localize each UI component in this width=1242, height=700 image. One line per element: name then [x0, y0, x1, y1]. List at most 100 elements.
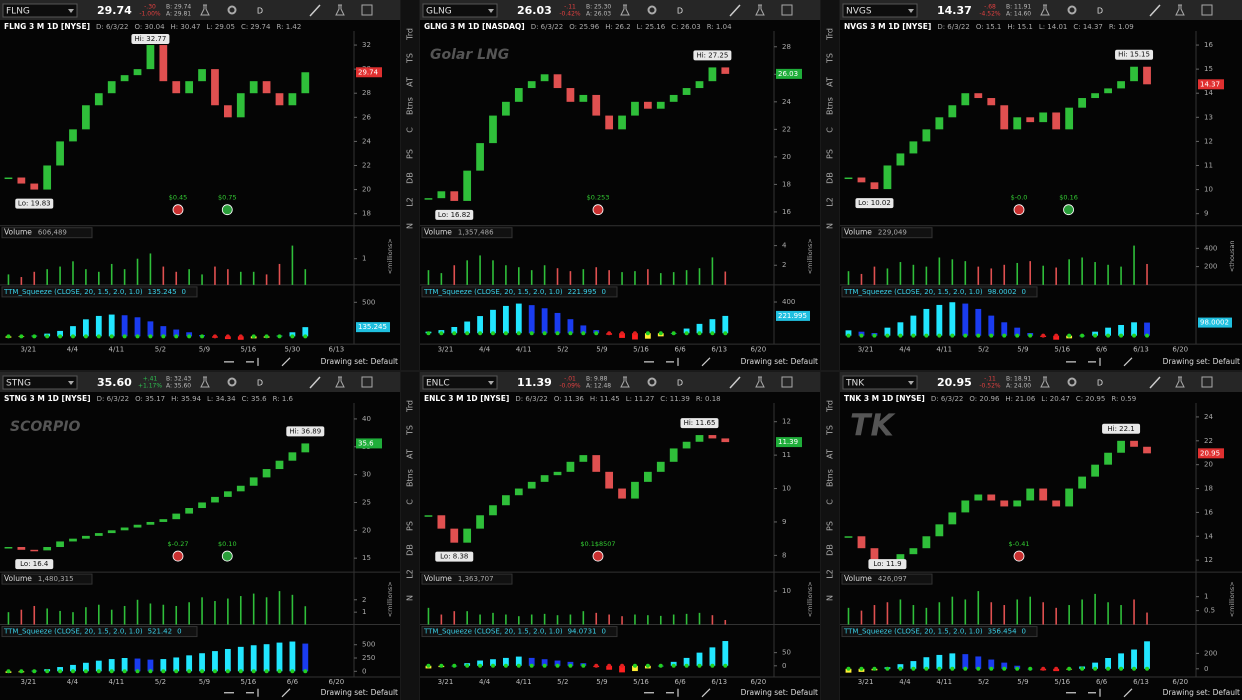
sidebar-tab[interactable]: N	[406, 223, 415, 229]
event-icon[interactable]	[1063, 204, 1074, 216]
settings-icon[interactable]	[227, 377, 237, 387]
sidebar-tab[interactable]: DB	[406, 544, 415, 556]
sidebar-tab[interactable]: AT	[826, 77, 835, 87]
nav-icons[interactable]	[644, 357, 711, 367]
symbol[interactable]: ENLC	[426, 379, 450, 389]
flask-icon[interactable]	[200, 376, 210, 388]
drawing-set[interactable]: Drawing set: Default	[741, 357, 818, 366]
event-icon[interactable]	[172, 204, 184, 216]
study-icon[interactable]	[1175, 376, 1185, 388]
menu-icon[interactable]	[1201, 376, 1213, 388]
symbol-box[interactable]	[842, 375, 918, 390]
sidebar-tab[interactable]: C	[406, 127, 415, 133]
drawing-icon[interactable]	[309, 376, 321, 389]
nav-icons[interactable]	[1066, 357, 1133, 367]
sidebar-tab[interactable]: Trd	[406, 400, 415, 413]
timeframe[interactable]: D	[1097, 7, 1103, 16]
drawing-icon[interactable]	[729, 4, 741, 17]
drawing-set[interactable]: Drawing set: Default	[321, 357, 398, 366]
sidebar-tab[interactable]: Trd	[406, 28, 415, 41]
flask-icon[interactable]	[200, 4, 210, 16]
sidebar-tab[interactable]: AT	[406, 449, 415, 459]
nav-icons[interactable]	[224, 688, 291, 698]
sidebar-tab[interactable]: Btns	[406, 97, 415, 115]
symbol[interactable]: FLNG	[6, 7, 30, 17]
settings-icon[interactable]	[647, 377, 657, 387]
event-icon[interactable]	[221, 204, 233, 216]
flask-icon[interactable]	[1040, 4, 1050, 16]
symbol-box[interactable]	[2, 375, 78, 390]
dropdown-arrow[interactable]	[68, 381, 74, 385]
sidebar-tab[interactable]: PS	[406, 149, 415, 159]
drawing-set[interactable]: Drawing set: Default	[741, 688, 818, 697]
event-icon[interactable]	[1013, 204, 1025, 216]
sidebar-tab[interactable]: TS	[826, 425, 835, 436]
sidebar-tab[interactable]: C	[826, 127, 835, 133]
settings-icon[interactable]	[1067, 377, 1077, 387]
sidebar-tab[interactable]: TS	[406, 425, 415, 436]
sidebar-tab[interactable]: Btns	[826, 469, 835, 487]
symbol-box[interactable]	[422, 3, 498, 18]
sidebar-tab[interactable]: L2	[826, 569, 835, 579]
symbol-box[interactable]	[842, 3, 918, 18]
symbol[interactable]: GLNG	[426, 7, 452, 17]
nav-icons[interactable]	[1066, 688, 1133, 698]
sidebar-tab[interactable]: L2	[406, 197, 415, 207]
timeframe[interactable]: D	[677, 7, 683, 16]
sidebar-tab[interactable]: N	[826, 223, 835, 229]
event-icon[interactable]	[592, 204, 604, 216]
symbol[interactable]: STNG	[6, 379, 31, 389]
sidebar-tab[interactable]: PS	[826, 149, 835, 159]
settings-icon[interactable]	[227, 5, 237, 15]
sidebar-tab[interactable]: L2	[826, 197, 835, 207]
nav-icons[interactable]	[644, 688, 711, 698]
menu-icon[interactable]	[781, 376, 793, 388]
symbol[interactable]: NVGS	[846, 7, 872, 17]
dropdown-arrow[interactable]	[488, 9, 494, 13]
event-icon[interactable]	[592, 550, 604, 562]
symbol-box[interactable]	[2, 3, 78, 18]
dropdown-arrow[interactable]	[908, 9, 914, 13]
sidebar-tab[interactable]: TS	[406, 53, 415, 64]
drawing-set[interactable]: Drawing set: Default	[321, 688, 398, 697]
drawing-set[interactable]: Drawing set: Default	[1163, 688, 1240, 697]
drawing-icon[interactable]	[1149, 4, 1161, 17]
nav-icons[interactable]	[224, 357, 291, 367]
flask-icon[interactable]	[1040, 376, 1050, 388]
sidebar-tab[interactable]: C	[406, 499, 415, 505]
flask-icon[interactable]	[620, 376, 630, 388]
sidebar-tab[interactable]: DB	[826, 172, 835, 184]
menu-icon[interactable]	[361, 376, 373, 388]
drawing-set[interactable]: Drawing set: Default	[1163, 357, 1240, 366]
study-icon[interactable]	[1175, 4, 1185, 16]
menu-icon[interactable]	[1201, 4, 1213, 16]
sidebar-tab[interactable]: DB	[826, 544, 835, 556]
drawing-icon[interactable]	[729, 376, 741, 389]
event-icon[interactable]	[1013, 550, 1025, 562]
symbol-box[interactable]	[422, 375, 498, 390]
sidebar-tab[interactable]: Trd	[826, 400, 835, 413]
dropdown-arrow[interactable]	[68, 9, 74, 13]
study-icon[interactable]	[755, 4, 765, 16]
timeframe[interactable]: D	[1097, 379, 1103, 388]
sidebar-tab[interactable]: N	[826, 595, 835, 601]
timeframe[interactable]: D	[677, 379, 683, 388]
dropdown-arrow[interactable]	[488, 381, 494, 385]
sidebar-tab[interactable]: Btns	[406, 469, 415, 487]
sidebar-tab[interactable]: AT	[826, 449, 835, 459]
timeframe[interactable]: D	[257, 7, 263, 16]
settings-icon[interactable]	[647, 5, 657, 15]
menu-icon[interactable]	[361, 4, 373, 16]
study-icon[interactable]	[335, 376, 345, 388]
menu-icon[interactable]	[781, 4, 793, 16]
drawing-icon[interactable]	[1149, 376, 1161, 389]
sidebar-tab[interactable]: L2	[406, 569, 415, 579]
timeframe[interactable]: D	[257, 379, 263, 388]
sidebar-tab[interactable]: C	[826, 499, 835, 505]
sidebar-tab[interactable]: TS	[826, 53, 835, 64]
settings-icon[interactable]	[1067, 5, 1077, 15]
drawing-icon[interactable]	[309, 4, 321, 17]
symbol[interactable]: TNK	[845, 379, 865, 389]
event-icon[interactable]	[172, 550, 184, 562]
sidebar-tab[interactable]: N	[406, 595, 415, 601]
